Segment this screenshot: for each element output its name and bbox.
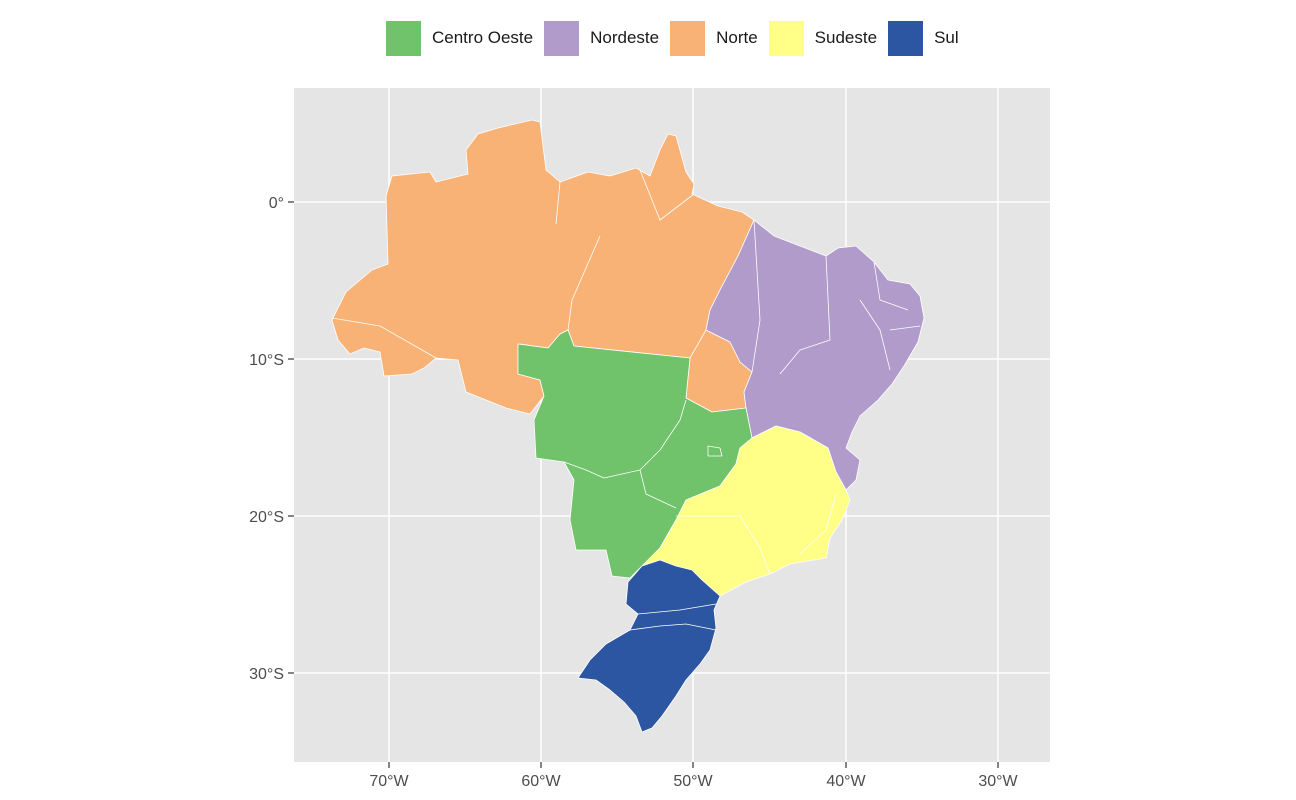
legend-swatch-sul (888, 20, 924, 56)
region-sul[interactable] (577, 559, 721, 733)
region-sudeste[interactable] (641, 425, 851, 597)
x-tick-label-60w: 60°W (521, 773, 561, 790)
legend: Centro Oeste Nordeste Norte Sudeste Sul (386, 20, 970, 56)
legend-swatch-nordeste (544, 20, 580, 56)
legend-item-sudeste: Sudeste (768, 20, 878, 56)
legend-item-centro-oeste: Centro Oeste (386, 20, 534, 56)
legend-swatch-sudeste (768, 20, 804, 56)
y-tick-label-10s: 10°S (249, 352, 284, 369)
y-axis: 0° 10°S 20°S 30°S (249, 195, 294, 683)
legend-swatch-norte (670, 20, 706, 56)
legend-item-norte: Norte (670, 20, 758, 56)
legend-item-nordeste: Nordeste (544, 20, 660, 56)
x-tick-label-70w: 70°W (369, 773, 409, 790)
legend-label-sul: Sul (934, 28, 959, 47)
state-border-sudeste-1 (676, 493, 837, 575)
state-border-sul-1 (629, 603, 717, 631)
legend-label-nordeste: Nordeste (590, 28, 660, 47)
legend-label-norte: Norte (716, 28, 758, 47)
x-tick-label-40w: 40°W (826, 773, 866, 790)
state-border-nordeste-1 (751, 219, 921, 375)
y-tick-label-0: 0° (269, 195, 284, 212)
legend-label-centro-oeste: Centro Oeste (432, 28, 534, 47)
region-sul-shape (577, 559, 721, 733)
region-nordeste-shape (705, 219, 925, 491)
region-sudeste-shape (641, 425, 851, 597)
region-nordeste[interactable] (705, 219, 925, 491)
x-axis: 70°W 60°W 50°W 40°W 30°W (369, 762, 1019, 790)
legend-label-sudeste: Sudeste (814, 28, 878, 47)
y-tick-label-20s: 20°S (249, 509, 284, 526)
x-tick-label-30w: 30°W (978, 773, 1018, 790)
state-border-centro-oeste-1 (563, 399, 723, 509)
x-tick-label-50w: 50°W (673, 773, 713, 790)
state-border-norte-1 (331, 169, 707, 359)
y-tick-label-30s: 30°S (249, 666, 284, 683)
legend-swatch-centro-oeste (386, 20, 421, 56)
legend-item-sul: Sul (888, 20, 959, 56)
